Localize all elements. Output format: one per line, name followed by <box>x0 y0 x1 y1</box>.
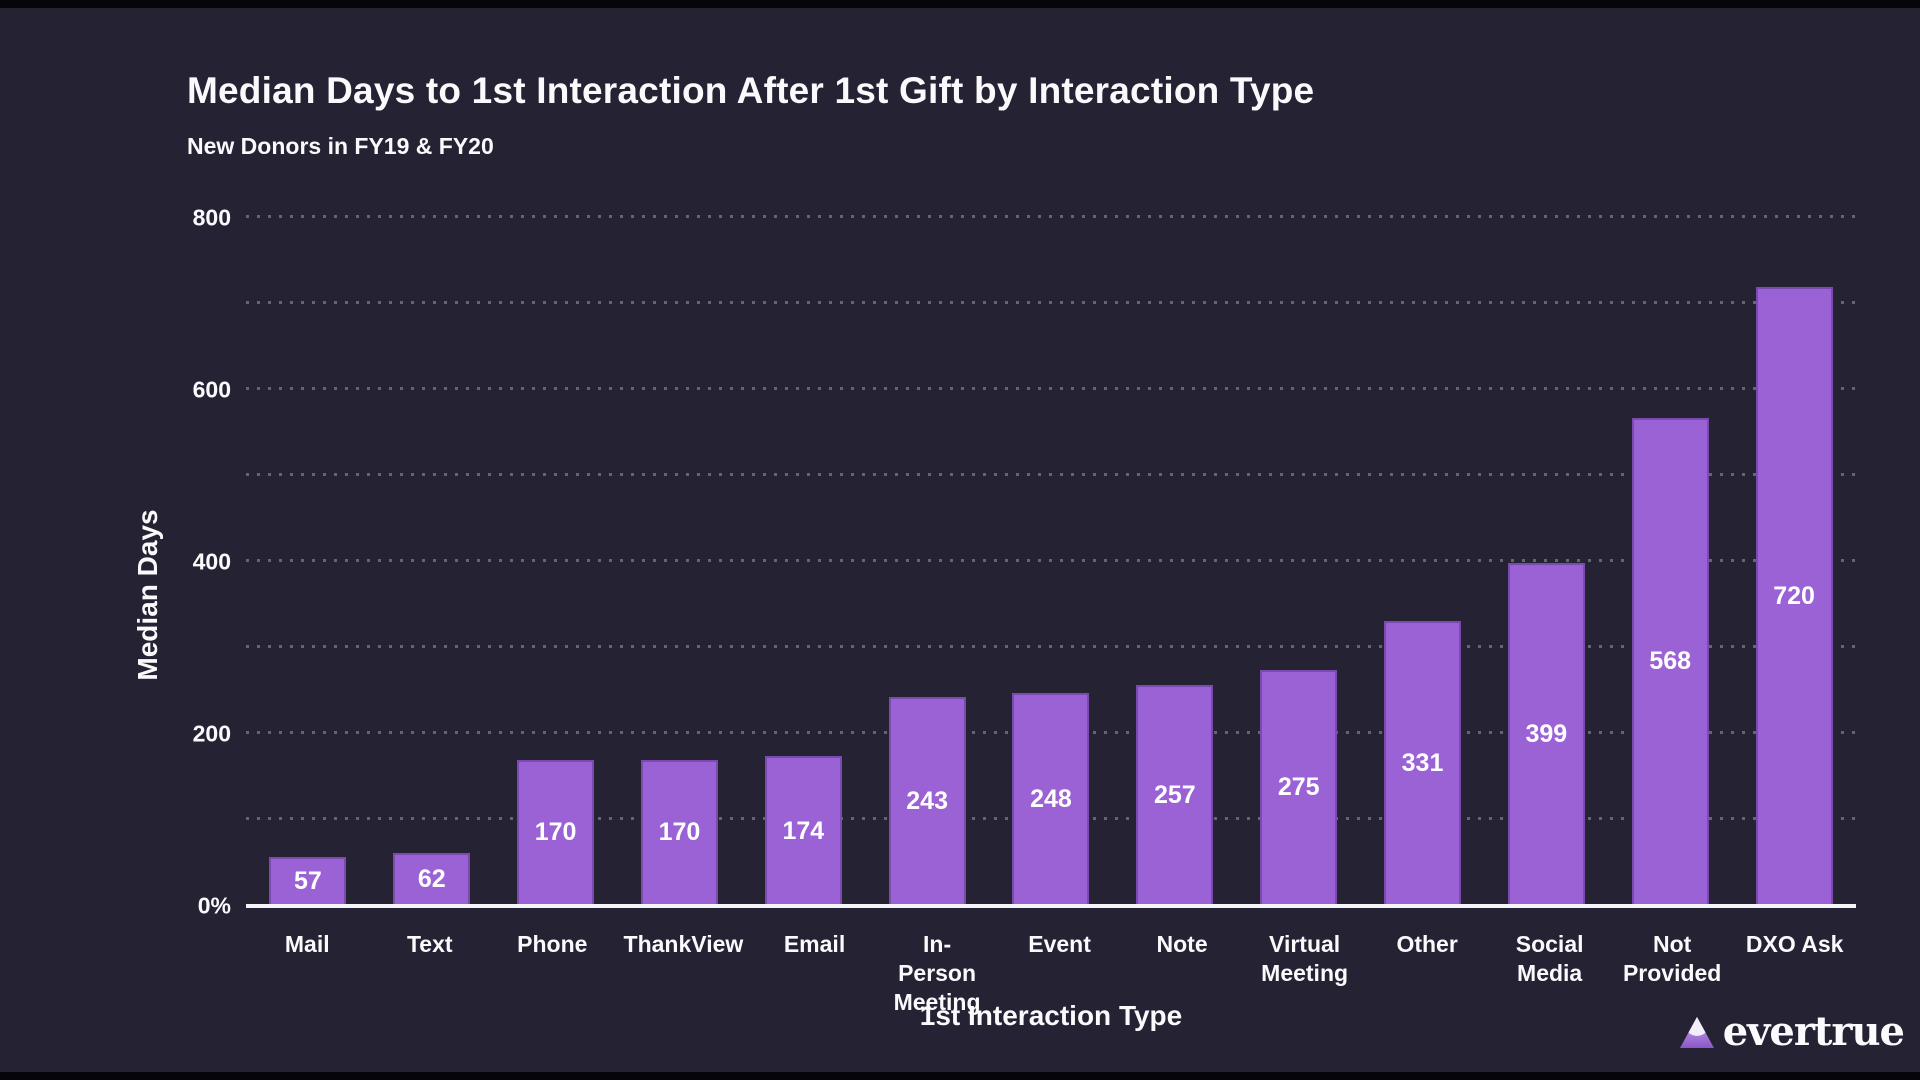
logo-wordmark: evertrue <box>1722 1008 1905 1055</box>
x-tick-label: Not Provided <box>1622 931 1722 986</box>
bar-slot: 57 <box>246 218 370 906</box>
bar-value-label: 57 <box>294 867 322 895</box>
bar-value-label: 243 <box>906 787 948 815</box>
bar-phone: 170 <box>517 759 595 906</box>
x-tick-label: Other <box>1396 931 1458 957</box>
bar-in-person-meeting: 243 <box>888 697 966 906</box>
bar-slot: 170 <box>494 218 618 906</box>
y-tick-label: 200 <box>192 720 231 747</box>
bar-value-label: 62 <box>417 864 446 893</box>
x-axis-ticks: Mail Text Phone ThankView Email In-Person Mee… <box>246 930 1856 1017</box>
bottom-letterbox-strip <box>0 1072 1920 1080</box>
bar-value-label: 170 <box>534 818 577 847</box>
gridline-400 <box>246 559 1856 562</box>
bar-thankview: 170 <box>640 759 718 906</box>
bar-value-label: 174 <box>782 816 825 845</box>
bar-slot: 257 <box>1113 218 1237 906</box>
plot-area: 57 62 170 170 174 243 248 257 275 331 399 568 720 <box>246 215 1856 908</box>
bar-value-label: 170 <box>658 818 701 847</box>
bar-slot: 170 <box>618 218 742 906</box>
gridline-700 <box>246 301 1856 304</box>
bar-slot: 248 <box>989 218 1113 906</box>
page-subtitle: New Donors in FY19 & FY20 <box>187 133 494 159</box>
x-tick-label: ThankView <box>623 931 744 957</box>
bar-dxo-ask: 720 <box>1755 286 1833 906</box>
bar-slot: 399 <box>1484 218 1608 906</box>
y-tick-label: 400 <box>192 548 231 575</box>
bar-not-provided: 568 <box>1631 417 1709 906</box>
bar-value-label: 331 <box>1401 749 1444 778</box>
bar-slot: 720 <box>1732 218 1856 906</box>
y-tick-label: 600 <box>192 376 231 403</box>
gridline-800 <box>246 215 1856 218</box>
x-axis-baseline <box>246 904 1856 908</box>
y-tick-label: 800 <box>192 204 231 231</box>
bar-mail: 57 <box>269 857 347 906</box>
bar-value-label: 399 <box>1525 719 1568 748</box>
bars-layer: 57 62 170 170 174 243 248 257 275 331 399 568 720 <box>246 218 1856 906</box>
y-tick-label: 0% <box>197 892 231 919</box>
bar-slot: 243 <box>865 218 989 906</box>
y-axis-ticks: 0% 200 400 600 800 <box>0 206 231 917</box>
bar-value-label: 720 <box>1773 581 1815 610</box>
bar-value-label: 248 <box>1030 784 1072 813</box>
evertrue-logo: evertrue <box>1679 1008 1905 1055</box>
bar-email: 174 <box>764 756 842 906</box>
x-tick-label: Virtual Meeting <box>1261 931 1349 986</box>
gridline-500 <box>246 473 1856 476</box>
bar-slot: 568 <box>1608 218 1732 906</box>
bar-slot: 174 <box>741 218 865 906</box>
bar-value-label: 568 <box>1649 647 1692 676</box>
x-tick-label: Note <box>1156 931 1208 957</box>
evertrue-mountain-icon <box>1679 1016 1715 1049</box>
page-title: Median Days to 1st Interaction After 1st… <box>187 70 1315 111</box>
bar-text: 62 <box>393 852 471 906</box>
x-tick-label: Social Media <box>1515 931 1584 986</box>
gridline-300 <box>246 645 1856 648</box>
bar-value-label: 257 <box>1153 781 1196 809</box>
bar-event: 248 <box>1012 692 1090 906</box>
x-tick-label: Phone <box>517 931 588 957</box>
x-tick-label: Event <box>1028 931 1091 957</box>
x-axis-title: 1st Interaction Type <box>919 1000 1183 1031</box>
x-tick-label: Mail <box>284 931 330 957</box>
bar-value-label: 275 <box>1277 773 1320 802</box>
bar-slot: 275 <box>1237 218 1361 906</box>
bar-slot: 331 <box>1361 218 1485 906</box>
x-tick-label: Email <box>783 931 846 957</box>
bar-social-media: 399 <box>1507 562 1585 906</box>
x-tick-label: In-Person Meeting <box>893 931 981 1015</box>
bar-note: 257 <box>1136 685 1214 906</box>
gridline-600 <box>246 387 1856 390</box>
bar-virtual-meeting: 275 <box>1260 669 1338 906</box>
x-tick-label: DXO Ask <box>1745 931 1844 957</box>
x-tick-label: Text <box>406 931 453 957</box>
top-letterbox-strip <box>0 0 1920 8</box>
bar-other: 331 <box>1384 621 1462 906</box>
bar-slot: 62 <box>370 218 494 906</box>
